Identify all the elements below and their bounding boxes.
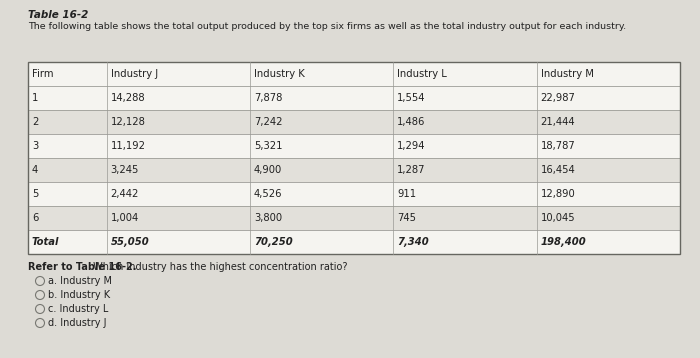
Text: 2: 2 <box>32 117 38 127</box>
Bar <box>28 62 680 254</box>
Text: 1: 1 <box>32 93 38 103</box>
Text: b. Industry K: b. Industry K <box>48 290 110 300</box>
Text: 21,444: 21,444 <box>540 117 575 127</box>
Text: 4,900: 4,900 <box>254 165 282 175</box>
Text: 3: 3 <box>32 141 38 151</box>
Text: 1,004: 1,004 <box>111 213 139 223</box>
Text: 7,340: 7,340 <box>398 237 429 247</box>
Text: 4,526: 4,526 <box>254 189 282 199</box>
Text: 70,250: 70,250 <box>254 237 293 247</box>
Text: 10,045: 10,045 <box>540 213 575 223</box>
Text: 198,400: 198,400 <box>540 237 587 247</box>
Text: a. Industry M: a. Industry M <box>48 276 112 286</box>
Text: Total: Total <box>32 237 60 247</box>
Text: d. Industry J: d. Industry J <box>48 318 106 328</box>
Text: Firm: Firm <box>32 69 53 79</box>
Text: 11,192: 11,192 <box>111 141 146 151</box>
Text: 22,987: 22,987 <box>540 93 575 103</box>
Text: Which industry has the highest concentration ratio?: Which industry has the highest concentra… <box>90 262 347 272</box>
Bar <box>28 158 680 182</box>
Text: 16,454: 16,454 <box>540 165 575 175</box>
Text: 2,442: 2,442 <box>111 189 139 199</box>
Text: 1,554: 1,554 <box>398 93 426 103</box>
Text: 12,890: 12,890 <box>540 189 575 199</box>
Text: Table 16-2: Table 16-2 <box>28 10 88 20</box>
Bar <box>28 110 680 134</box>
Text: Refer to Table 16-2.: Refer to Table 16-2. <box>28 262 136 272</box>
Bar <box>28 134 680 158</box>
Text: 5: 5 <box>32 189 38 199</box>
Bar <box>28 230 680 254</box>
Text: Industry L: Industry L <box>398 69 447 79</box>
Text: 7,878: 7,878 <box>254 93 282 103</box>
Text: 1,294: 1,294 <box>398 141 426 151</box>
Bar <box>28 206 680 230</box>
Text: 5,321: 5,321 <box>254 141 282 151</box>
Text: The following table shows the total output produced by the top six firms as well: The following table shows the total outp… <box>28 22 626 31</box>
Text: 3,800: 3,800 <box>254 213 282 223</box>
Text: Industry J: Industry J <box>111 69 158 79</box>
Text: 14,288: 14,288 <box>111 93 145 103</box>
Text: c. Industry L: c. Industry L <box>48 304 108 314</box>
Text: 4: 4 <box>32 165 38 175</box>
Text: Industry K: Industry K <box>254 69 304 79</box>
Bar <box>28 86 680 110</box>
Bar <box>28 182 680 206</box>
Text: 1,486: 1,486 <box>398 117 426 127</box>
Text: 55,050: 55,050 <box>111 237 149 247</box>
Text: 745: 745 <box>398 213 416 223</box>
Text: 911: 911 <box>398 189 416 199</box>
Text: 1,287: 1,287 <box>398 165 426 175</box>
Text: 3,245: 3,245 <box>111 165 139 175</box>
Text: 6: 6 <box>32 213 38 223</box>
Bar <box>28 62 680 86</box>
Text: 7,242: 7,242 <box>254 117 282 127</box>
Text: Industry M: Industry M <box>540 69 594 79</box>
Text: 18,787: 18,787 <box>540 141 575 151</box>
Text: 12,128: 12,128 <box>111 117 146 127</box>
